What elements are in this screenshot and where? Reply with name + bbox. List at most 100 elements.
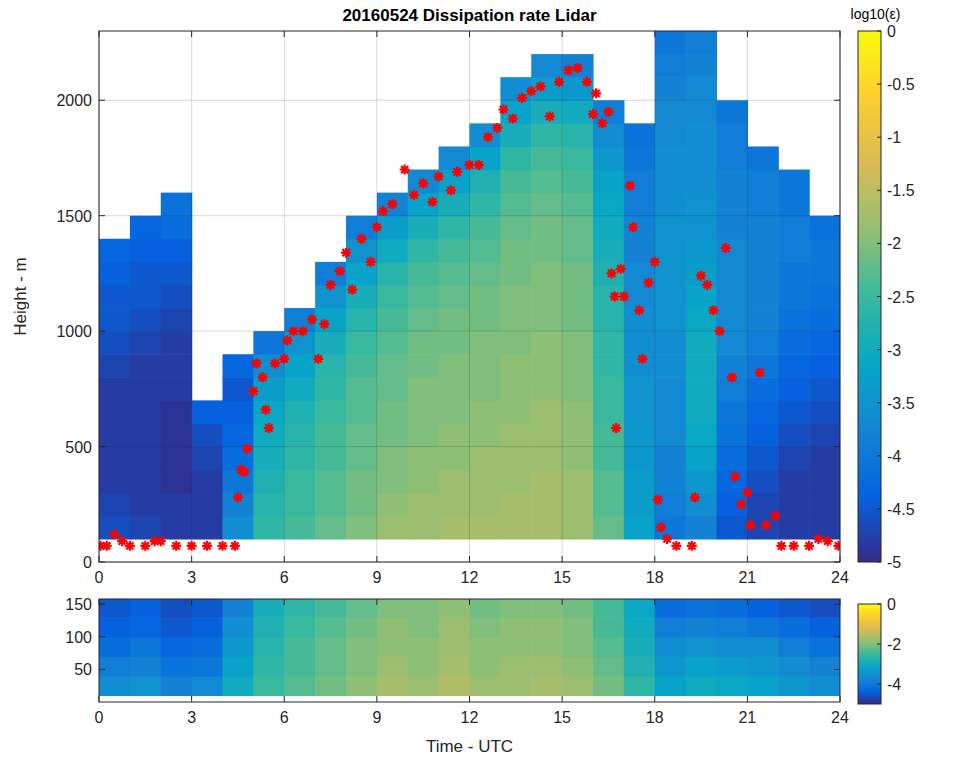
heatmap-cell [778,617,809,637]
heatmap-cell [593,216,624,240]
heatmap-cell [531,637,562,657]
heatmap-cell [747,262,778,286]
tick-mark [99,331,105,332]
tick-mark [376,556,377,562]
scatter-point [517,93,527,103]
tick-mark [284,31,285,37]
scatter-point [233,492,243,502]
heatmap-cell [747,354,778,378]
heatmap-cell [253,400,284,424]
tick-mark [99,556,100,562]
heatmap-cell [686,285,717,309]
heatmap-cell [686,146,717,170]
heatmap-cell [686,599,717,618]
scatter-point [498,104,508,114]
heatmap-cell [253,676,284,696]
heatmap-cell [562,617,593,637]
heatmap-cell [99,493,130,517]
heatmap-cell [531,354,562,378]
heatmap-cell [624,331,655,355]
heatmap-cell [717,193,748,217]
heatmap-cell [686,637,717,657]
heatmap-cell [778,400,809,424]
heatmap-cell [778,239,809,263]
heatmap-cell [747,216,778,240]
scatter-point [644,278,654,288]
heatmap-cell [284,493,315,517]
scatter-point [813,534,823,544]
heatmap-cell [130,470,161,494]
heatmap-cell [778,170,809,194]
heatmap-cell [315,308,346,332]
heatmap-cell [192,493,223,517]
heatmap-cell [686,216,717,240]
colorbar-tick [877,84,881,85]
colorbar-tick-label: -4 [887,676,901,693]
tick-mark [834,562,840,563]
colorbar-tick-label: -2.5 [887,289,915,306]
colorbar-tick [877,604,881,605]
heatmap-cell [500,170,531,194]
heatmap-cell [439,285,470,309]
heatmap-cell [315,516,346,540]
chart-title: 20160524 Dissipation rate Lidar [342,6,597,25]
heatmap-cell [717,100,748,124]
heatmap-cell [593,377,624,401]
scatter-point [109,529,119,539]
heatmap-cell [470,377,501,401]
plot-area [99,31,840,562]
scatter-point [591,88,601,98]
heatmap-cell [346,285,377,309]
heatmap-cell [778,193,809,217]
heatmap-cell [562,54,593,78]
heatmap-cell [161,331,192,355]
heatmap-cell [500,285,531,309]
heatmap-cell [130,285,161,309]
heatmap-cell [130,308,161,332]
scatter-point [736,499,746,509]
heatmap-cell [284,617,315,637]
x-tick-label: 15 [553,569,571,586]
heatmap-cell [346,423,377,447]
scatter-point [251,358,261,368]
heatmap-cell [593,146,624,170]
heatmap-cell [408,285,439,309]
heatmap-cell [809,470,840,494]
scatter-point [730,472,740,482]
heatmap-cell [809,331,840,355]
x-tick-label: 24 [831,709,849,726]
heatmap-cell [439,447,470,471]
scatter-point [573,63,583,73]
colorbar-tick-label: -2 [887,235,901,252]
colorbar-title: log10(ε) [851,6,901,22]
heatmap-cell [686,77,717,101]
colorbar-tick [877,296,881,297]
heatmap-cell [284,470,315,494]
scatter-point [833,541,840,551]
tick-mark [562,696,563,702]
heatmap-cell [747,447,778,471]
scatter-point [483,132,493,142]
scatter-point [563,65,573,75]
heatmap-cell [500,308,531,332]
heatmap-cell [99,637,130,657]
scatter-point [611,423,621,433]
scatter-point [307,315,317,325]
heatmap-cell [809,354,840,378]
heatmap-cell [809,377,840,401]
heatmap-cell [747,193,778,217]
heatmap-cell [655,123,686,147]
scatter-point [117,536,127,546]
heatmap-cell [315,656,346,676]
heatmap-cell [284,599,315,618]
heatmap-cell [593,447,624,471]
plot-area [99,599,840,702]
heatmap-cell [130,331,161,355]
heatmap-cell [531,656,562,676]
x-tick-label: 6 [280,569,289,586]
heatmap-cell [562,146,593,170]
scatter-point [492,123,502,133]
heatmap-cell [809,285,840,309]
heatmap-cell [377,493,408,517]
heatmap-cell [130,400,161,424]
